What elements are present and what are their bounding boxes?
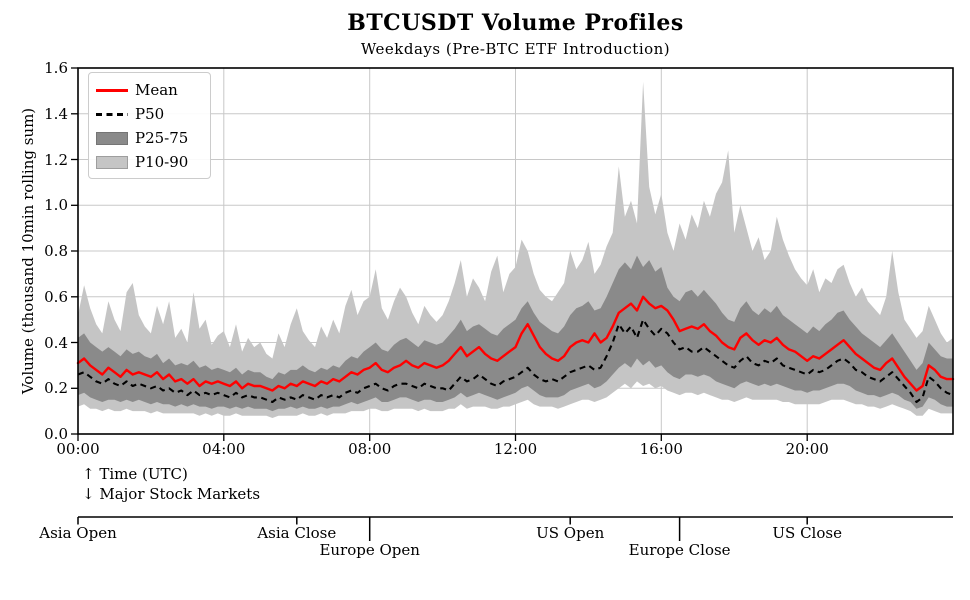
legend-item: P25-75 (89, 126, 210, 150)
y-tick-label: 1.2 (44, 150, 68, 169)
legend-item-label: P25-75 (135, 129, 189, 147)
legend-item: Mean (89, 78, 210, 102)
y-tick-label: 1.6 (44, 59, 68, 77)
market-session-label: US Close (772, 524, 842, 542)
x-tick-label: 16:00 (639, 440, 683, 458)
x-tick-label: 04:00 (202, 440, 246, 458)
market-session-label: Europe Close (628, 541, 731, 559)
axis-ticks (71, 67, 808, 441)
chart-title: BTCUSDT Volume Profiles (347, 10, 684, 36)
y-tick-label: 1.4 (44, 104, 68, 123)
y-tick-label: 0.0 (44, 425, 68, 443)
legend-patch-swatch (96, 155, 128, 169)
market-axis (77, 516, 953, 541)
y-tick-label: 0.2 (44, 379, 68, 398)
x-tick-label: 12:00 (493, 440, 538, 458)
y-tick-label: 0.4 (44, 333, 68, 352)
legend-line-swatch (96, 88, 128, 92)
legend-item: P50 (89, 102, 210, 126)
x-tick-label: 00:00 (56, 440, 100, 458)
legend-item-label: Mean (135, 81, 178, 99)
mean-line (76, 295, 955, 392)
market-session-label: US Open (536, 524, 605, 542)
y-tick-label: 1.0 (44, 196, 68, 215)
market-session-label: Europe Open (319, 541, 420, 559)
legend-item-label: P10-90 (135, 153, 189, 171)
chart-subtitle: Weekdays (Pre-BTC ETF Introduction) (360, 40, 671, 58)
market-session-label: Asia Close (257, 524, 337, 542)
x-tick-label: 20:00 (785, 440, 829, 458)
legend: Mean P50 P25-75 P10-90 (88, 72, 211, 179)
legend-dashed-swatch (96, 112, 128, 116)
legend-patch-swatch (96, 131, 128, 145)
market-session-label: Asia Open (39, 524, 117, 542)
markets-axis-annotation: ↓ Major Stock Markets (82, 485, 261, 503)
legend-item-label: P50 (135, 105, 165, 123)
y-tick-label: 0.8 (44, 242, 68, 260)
legend-item: P10-90 (89, 150, 210, 174)
x-tick-label: 08:00 (348, 440, 392, 458)
p50-line (77, 318, 954, 404)
y-tick-label: 0.6 (44, 287, 68, 306)
time-axis-annotation: ↑ Time (UTC) (82, 465, 188, 483)
band-p25-75 (78, 255, 953, 412)
